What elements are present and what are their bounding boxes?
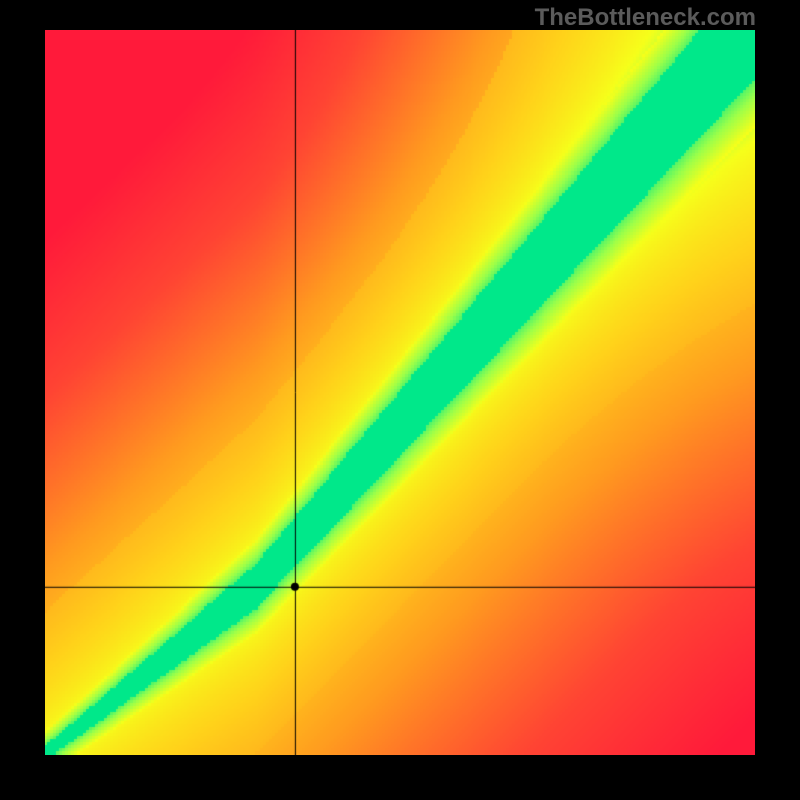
watermark-text: TheBottleneck.com: [535, 4, 756, 32]
chart-container: TheBottleneck.com: [0, 0, 800, 800]
bottleneck-heatmap-canvas: [45, 30, 755, 755]
